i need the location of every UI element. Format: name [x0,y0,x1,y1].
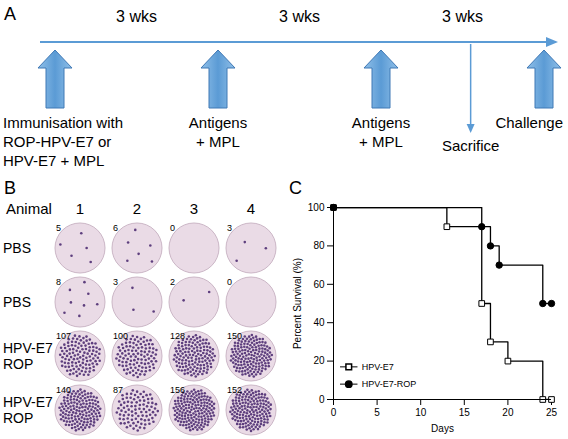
svg-text:87: 87 [113,385,123,395]
svg-text:HPV-E7 + MPL: HPV-E7 + MPL [3,152,104,169]
svg-text:3 wks: 3 wks [442,8,483,25]
svg-text:3: 3 [190,200,198,217]
svg-text:100: 100 [113,331,128,341]
svg-text:B: B [4,178,16,198]
svg-text:HPV-E7: HPV-E7 [3,394,53,410]
svg-text:140: 140 [56,385,71,395]
svg-text:2: 2 [170,277,175,287]
svg-text:HPV-E7: HPV-E7 [3,340,53,356]
svg-text:Percent Survival (%): Percent Survival (%) [292,258,303,349]
svg-text:0: 0 [170,223,175,233]
svg-text:20: 20 [502,407,514,418]
svg-text:3 wks: 3 wks [116,8,157,25]
svg-text:3: 3 [227,223,232,233]
svg-text:HPV-E7: HPV-E7 [362,362,394,372]
svg-text:0: 0 [319,394,325,405]
svg-text:HPV-E7-ROP: HPV-E7-ROP [362,379,417,389]
svg-text:60: 60 [313,279,325,290]
svg-text:0: 0 [331,407,337,418]
svg-text:3: 3 [113,277,118,287]
svg-text:A: A [4,4,16,24]
svg-text:1: 1 [76,200,84,217]
svg-text:Days: Days [431,423,454,434]
svg-text:15: 15 [459,407,471,418]
svg-text:Antigens: Antigens [189,114,247,131]
svg-text:+ MPL: + MPL [359,133,403,150]
svg-text:Challenge: Challenge [495,114,563,131]
svg-text:8: 8 [56,277,61,287]
svg-text:Sacrifice: Sacrifice [442,137,500,154]
svg-text:PBS: PBS [3,240,31,256]
html-text:C: C [289,178,302,198]
svg-text:4: 4 [247,200,255,217]
svg-text:152: 152 [227,385,242,395]
svg-text:6: 6 [113,223,118,233]
svg-text:2: 2 [133,200,141,217]
svg-text:0: 0 [227,277,232,287]
svg-text:5: 5 [374,407,380,418]
svg-text:Animal: Animal [6,200,52,217]
svg-text:ROP-HPV-E7 or: ROP-HPV-E7 or [3,133,111,150]
svg-text:PBS: PBS [3,294,31,310]
svg-text:3 wks: 3 wks [279,8,320,25]
svg-text:+ MPL: + MPL [196,133,240,150]
svg-text:ROP: ROP [3,356,33,372]
svg-text:Antigens: Antigens [352,114,410,131]
svg-text:107: 107 [56,331,71,341]
svg-text:25: 25 [546,407,558,418]
svg-text:10: 10 [415,407,427,418]
svg-text:150: 150 [227,331,242,341]
svg-text:80: 80 [313,240,325,251]
svg-text:100: 100 [308,202,325,213]
svg-text:40: 40 [313,317,325,328]
svg-text:ROP: ROP [3,410,33,426]
svg-text:Immunisation with: Immunisation with [3,114,123,131]
svg-text:5: 5 [56,223,61,233]
svg-text:128: 128 [170,331,185,341]
svg-text:156: 156 [170,385,185,395]
svg-text:20: 20 [313,355,325,366]
